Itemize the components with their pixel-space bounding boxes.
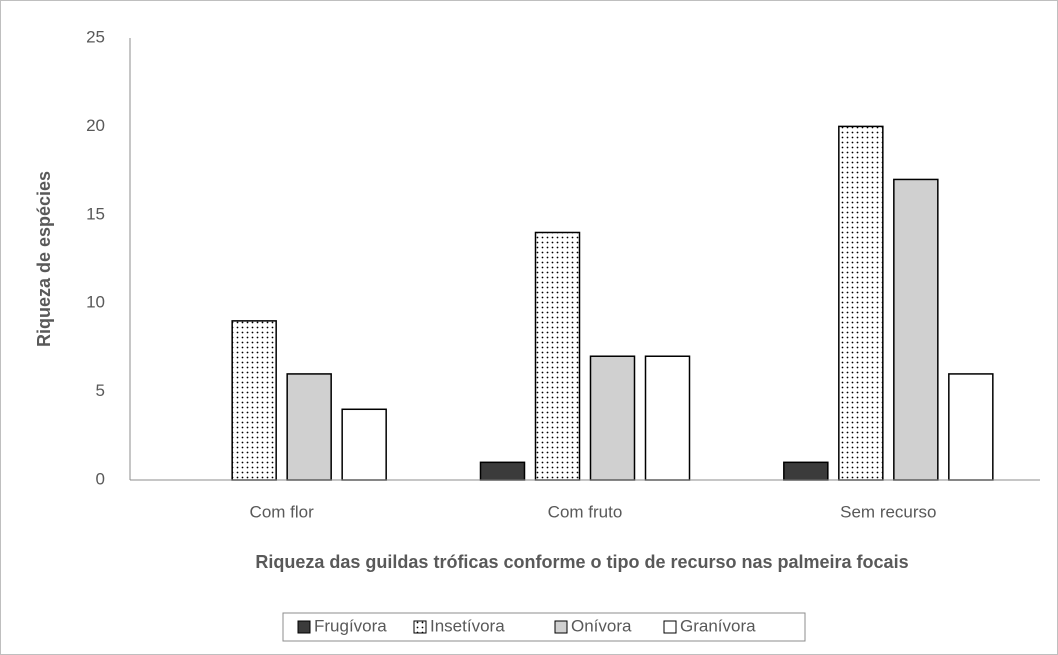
bar <box>644 355 691 481</box>
y-tick-label: 15 <box>86 204 105 223</box>
bar <box>479 461 526 481</box>
legend-swatch <box>413 620 427 634</box>
bar <box>589 355 636 481</box>
y-tick-label: 0 <box>96 469 105 488</box>
y-tick-label: 10 <box>86 293 105 312</box>
x-tick-label: Com fruto <box>548 502 623 521</box>
bar <box>783 461 829 481</box>
legend-label: Granívora <box>680 616 756 635</box>
x-tick-label: Com flor <box>250 502 315 521</box>
bar <box>286 373 332 481</box>
legend-label: Insetívora <box>430 616 505 635</box>
bar <box>893 178 939 481</box>
bar <box>231 320 277 481</box>
y-tick-label: 20 <box>86 116 105 135</box>
legend-label: Frugívora <box>314 616 387 635</box>
bar <box>948 373 994 481</box>
legend-label: Onívora <box>571 616 632 635</box>
legend-swatch <box>554 620 568 634</box>
x-axis-title: Riqueza das guildas tróficas conforme o … <box>255 552 908 572</box>
bar <box>341 408 387 481</box>
y-tick-label: 5 <box>96 381 105 400</box>
y-axis-title: Riqueza de espécies <box>34 171 54 347</box>
bar <box>534 231 581 481</box>
legend-box <box>282 612 806 642</box>
bar <box>838 125 884 481</box>
x-tick-label: Sem recurso <box>840 502 936 521</box>
y-tick-label: 25 <box>86 27 105 46</box>
legend-swatch <box>663 620 677 634</box>
legend-swatch <box>297 620 311 634</box>
